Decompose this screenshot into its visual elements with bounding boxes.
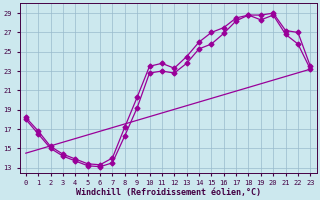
- X-axis label: Windchill (Refroidissement éolien,°C): Windchill (Refroidissement éolien,°C): [76, 188, 260, 197]
